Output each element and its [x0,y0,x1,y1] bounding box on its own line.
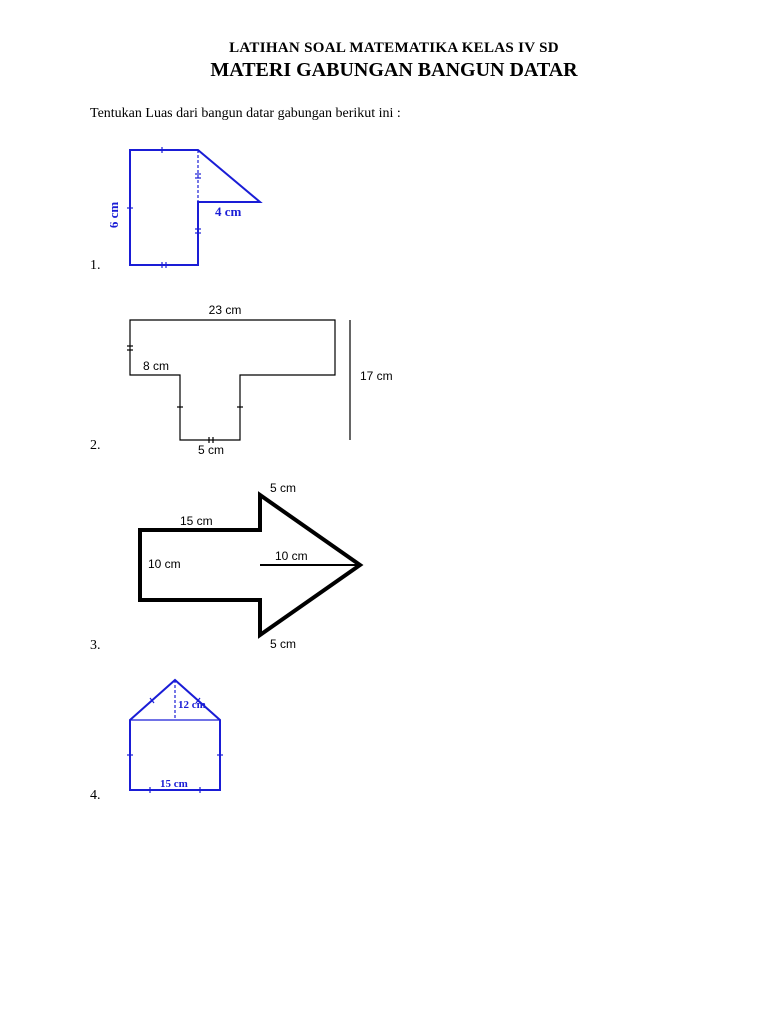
label-15cm: 15 cm [160,778,188,790]
title-line-2: MATERI GABUNGAN BANGUN DATAR [90,59,698,82]
document-header: LATIHAN SOAL MATEMATIKA KELAS IV SD MATE… [90,40,698,82]
label-4cm: 4 cm [215,204,242,219]
label-15cm: 15 cm [180,514,213,528]
problem-number: 2. [90,438,110,460]
figure-2: 23 cm 8 cm 17 cm 5 cm [110,290,410,460]
problem-number: 3. [90,638,110,660]
problem-2: 2. 23 cm 8 cm 17 cm 5 cm [90,290,698,460]
label-12cm: 12 cm [178,699,206,711]
problem-4: 4. 12 cm 15 cm [90,670,698,810]
label-10cm-rect: 10 cm [148,557,181,571]
label-23cm: 23 cm [209,303,242,317]
figure-4: 12 cm 15 cm [110,670,250,810]
problem-number: 4. [90,788,110,810]
label-10cm-tri: 10 cm [275,549,308,563]
label-5cm: 5 cm [198,443,224,457]
label-8cm: 8 cm [143,359,169,373]
label-bottom-5cm: 5 cm [270,637,296,651]
problem-3: 3. 5 cm 15 cm 10 cm 10 cm 5 cm [90,470,698,660]
problem-1: 1. 6 cm 4 cm [90,140,698,280]
label-17cm: 17 cm [360,369,393,383]
label-6cm: 6 cm [110,202,121,229]
figure-1: 6 cm 4 cm [110,140,280,280]
title-line-1: LATIHAN SOAL MATEMATIKA KELAS IV SD [90,40,698,57]
figure-3: 5 cm 15 cm 10 cm 10 cm 5 cm [110,470,390,660]
document-page: LATIHAN SOAL MATEMATIKA KELAS IV SD MATE… [0,0,768,860]
problem-number: 1. [90,258,110,280]
label-top-5cm: 5 cm [270,481,296,495]
instruction-text: Tentukan Luas dari bangun datar gabungan… [90,106,698,122]
